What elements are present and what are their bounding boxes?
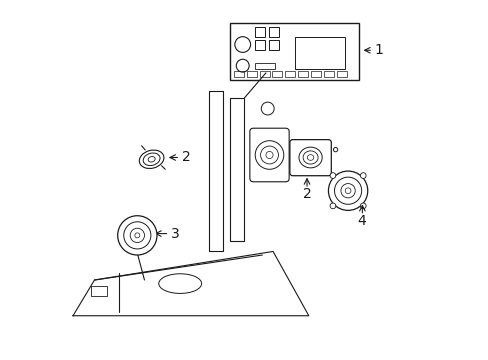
Bar bbox=[255, 63, 274, 69]
Bar bbox=[259, 71, 269, 77]
Circle shape bbox=[236, 59, 248, 72]
Bar bbox=[268, 27, 278, 37]
Bar bbox=[323, 71, 333, 77]
FancyBboxPatch shape bbox=[249, 128, 288, 182]
Bar bbox=[336, 71, 346, 77]
Ellipse shape bbox=[148, 157, 155, 162]
Bar bbox=[298, 71, 307, 77]
Circle shape bbox=[118, 216, 157, 255]
Polygon shape bbox=[73, 251, 308, 316]
Bar bbox=[233, 71, 244, 77]
Circle shape bbox=[340, 184, 354, 198]
Bar bbox=[294, 37, 344, 69]
Bar bbox=[91, 286, 107, 296]
Text: 2: 2 bbox=[182, 150, 190, 165]
Circle shape bbox=[123, 222, 151, 249]
Circle shape bbox=[135, 233, 140, 238]
Circle shape bbox=[261, 102, 274, 115]
Circle shape bbox=[333, 148, 337, 152]
Circle shape bbox=[360, 173, 366, 179]
FancyBboxPatch shape bbox=[289, 140, 331, 176]
Circle shape bbox=[345, 188, 350, 194]
Bar bbox=[246, 71, 256, 77]
Ellipse shape bbox=[303, 151, 317, 164]
Circle shape bbox=[260, 146, 278, 164]
Bar bbox=[268, 40, 278, 50]
Ellipse shape bbox=[139, 150, 163, 168]
Bar bbox=[310, 71, 320, 77]
Bar bbox=[251, 130, 287, 180]
Ellipse shape bbox=[143, 153, 160, 166]
Text: 1: 1 bbox=[374, 43, 383, 57]
Circle shape bbox=[329, 203, 335, 209]
Bar bbox=[255, 40, 264, 50]
Ellipse shape bbox=[307, 155, 313, 160]
Bar bbox=[272, 71, 282, 77]
Circle shape bbox=[329, 173, 335, 179]
Text: 2: 2 bbox=[302, 186, 311, 201]
Bar bbox=[230, 23, 358, 80]
Circle shape bbox=[234, 37, 250, 53]
Text: 4: 4 bbox=[356, 214, 365, 228]
Circle shape bbox=[130, 228, 144, 243]
Bar bbox=[255, 27, 264, 37]
Bar bbox=[285, 71, 295, 77]
Ellipse shape bbox=[159, 274, 201, 293]
Circle shape bbox=[360, 203, 366, 209]
Text: 3: 3 bbox=[171, 226, 180, 240]
Circle shape bbox=[334, 177, 361, 204]
Circle shape bbox=[328, 171, 367, 210]
Circle shape bbox=[265, 152, 272, 158]
Circle shape bbox=[255, 141, 283, 169]
Ellipse shape bbox=[298, 147, 322, 168]
